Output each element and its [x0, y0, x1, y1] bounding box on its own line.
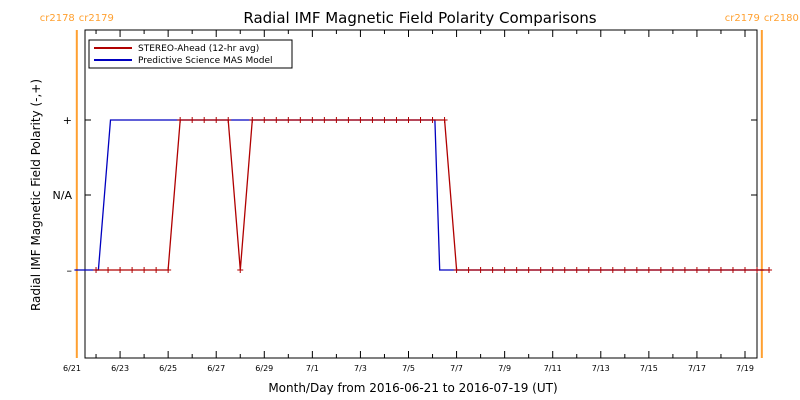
series-point-stereo: [333, 117, 340, 123]
x-tick-label: 7/7: [450, 364, 463, 373]
series-point-stereo: [693, 267, 700, 273]
x-tick-label: 6/29: [255, 364, 273, 373]
legend-box: [88, 39, 293, 69]
series-line-stereo: [96, 119, 769, 271]
series-point-stereo: [597, 267, 604, 273]
x-tick-label: 6/21: [63, 364, 81, 373]
series-point-stereo: [405, 117, 412, 123]
x-tick-label: 6/23: [111, 364, 129, 373]
series-point-stereo: [309, 117, 316, 123]
series-point-stereo: [153, 267, 160, 273]
series-point-stereo: [249, 117, 256, 123]
series-point-stereo: [285, 117, 292, 123]
series-point-stereo: [189, 117, 196, 123]
y-axis-label: Radial IMF Magnetic Field Polarity (-,+): [29, 79, 43, 311]
series-point-stereo: [357, 117, 364, 123]
plot-frame: [84, 29, 758, 359]
series-point-stereo: [261, 117, 268, 123]
x-tick-label: 7/11: [544, 364, 562, 373]
y-tick-label: +: [63, 114, 72, 127]
carrington-label-before: cr2178: [40, 13, 75, 24]
series-point-stereo: [477, 267, 484, 273]
chart-title: Radial IMF Magnetic Field Polarity Compa…: [243, 9, 596, 27]
x-tick-label: 7/13: [592, 364, 610, 373]
series-point-stereo: [669, 267, 676, 273]
series-point-stereo: [201, 117, 208, 123]
series-point-stereo: [573, 267, 580, 273]
series-point-stereo: [429, 117, 436, 123]
series-point-stereo: [729, 267, 736, 273]
series-point-stereo: [754, 267, 761, 273]
series-point-stereo: [441, 117, 448, 123]
series-lines: [74, 117, 773, 273]
series-point-stereo: [93, 267, 100, 273]
y-tick-label: N/A: [53, 189, 73, 202]
series-point-stereo: [393, 117, 400, 123]
series-point-stereo: [489, 267, 496, 273]
series-point-stereo: [645, 267, 652, 273]
series-point-stereo: [177, 117, 184, 123]
carrington-label-after: cr2180: [764, 13, 799, 24]
series-point-stereo: [585, 267, 592, 273]
series-point-stereo: [513, 267, 520, 273]
series-point-stereo: [537, 267, 544, 273]
legend-label-stereo: STEREO-Ahead (12-hr avg): [138, 44, 259, 54]
series-point-stereo: [273, 117, 280, 123]
legend: STEREO-Ahead (12-hr avg) Predictive Scie…: [88, 39, 293, 69]
y-tick-label: –: [67, 264, 73, 277]
y-axis-ticks: + N/A –: [53, 114, 757, 277]
series-point-stereo: [766, 267, 773, 273]
series-point-stereo: [681, 267, 688, 273]
x-tick-label: 7/5: [402, 364, 415, 373]
series-point-stereo: [105, 267, 112, 273]
x-tick-label: 7/15: [640, 364, 658, 373]
series-point-stereo: [501, 267, 508, 273]
series-point-stereo: [465, 267, 472, 273]
carrington-boundaries: cr2178 cr2179 cr2179 cr2180: [40, 13, 799, 358]
x-tick-label: 7/3: [354, 364, 367, 373]
series-point-stereo: [609, 267, 616, 273]
series-point-stereo: [237, 267, 244, 273]
x-axis-ticks: 6/21 6/23 6/25 6/27 6/29 7/1 7/3 7/5 7/7 7/9 7/11 7…: [63, 30, 754, 373]
series-point-stereo: [549, 267, 556, 273]
series-point-stereo: [633, 267, 640, 273]
x-tick-label: 7/9: [498, 364, 511, 373]
series-point-stereo: [525, 267, 532, 273]
legend-label-mas: Predictive Science MAS Model: [138, 56, 273, 66]
series-point-stereo: [225, 117, 232, 123]
x-tick-label: 7/1: [306, 364, 319, 373]
series-point-stereo: [117, 267, 124, 273]
series-point-stereo: [657, 267, 664, 273]
series-point-stereo: [417, 117, 424, 123]
series-point-stereo: [621, 267, 628, 273]
x-tick-label: 6/27: [207, 364, 225, 373]
series-point-stereo: [561, 267, 568, 273]
series-point-stereo: [141, 267, 148, 273]
series-point-stereo: [369, 117, 376, 123]
series-point-stereo: [165, 267, 172, 273]
carrington-label-before: cr2179: [725, 13, 760, 24]
series-point-stereo: [705, 267, 712, 273]
series-point-stereo: [453, 267, 460, 273]
series-point-stereo: [321, 117, 328, 123]
x-tick-label: 7/17: [688, 364, 706, 373]
series-point-stereo: [213, 117, 220, 123]
x-tick-label: 6/25: [159, 364, 177, 373]
series-point-stereo: [717, 267, 724, 273]
x-tick-label: 7/19: [736, 364, 754, 373]
series-point-stereo: [345, 117, 352, 123]
series-point-stereo: [742, 267, 748, 273]
series-point-stereo: [381, 117, 388, 123]
series-point-stereo: [129, 267, 136, 273]
x-axis-label: Month/Day from 2016-06-21 to 2016-07-19 …: [268, 381, 557, 395]
series-point-stereo: [297, 117, 304, 123]
carrington-label-after: cr2179: [79, 13, 114, 24]
